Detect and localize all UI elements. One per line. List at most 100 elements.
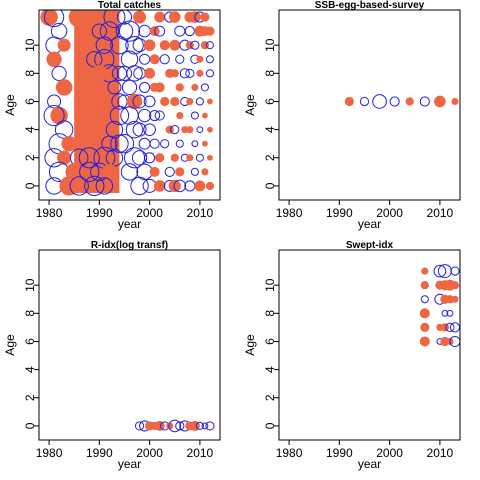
bubble-negative (120, 163, 139, 181)
bubble-positive (194, 180, 206, 192)
bubble-negative (433, 264, 447, 278)
bubble-negative (47, 94, 62, 109)
bubble-positive (175, 167, 185, 177)
bubble-negative (78, 147, 100, 169)
bubble-negative (120, 50, 139, 68)
bubble-positive (421, 267, 429, 275)
bubble-negative (190, 167, 199, 176)
bubble-negative (143, 123, 156, 136)
bubble-positive (57, 150, 72, 165)
bubble-negative (170, 125, 180, 135)
bubble-negative (201, 422, 209, 430)
bubble-negative (164, 166, 175, 177)
bubble-positive (191, 83, 199, 91)
bubble-negative (131, 150, 148, 166)
bubble-negative (173, 179, 187, 193)
bubble-negative (449, 322, 460, 333)
bubble-positive (165, 125, 174, 134)
bubble-negative (174, 25, 186, 37)
bubble-negative (185, 68, 195, 78)
y-tick-label: 4 (23, 126, 37, 133)
bubble-positive (101, 164, 118, 180)
bubble-negative (43, 10, 65, 28)
bubble-negative (125, 120, 144, 139)
bubble-negative (118, 20, 141, 42)
bubble-positive (61, 136, 77, 152)
bubble-positive (405, 97, 414, 106)
bubble-positive (176, 111, 184, 120)
bubble-positive (143, 39, 156, 51)
bubble-positive (207, 126, 213, 133)
y-tick-label: 8 (263, 310, 277, 317)
bubble-positive (154, 420, 165, 431)
bubble-positive (196, 69, 204, 77)
bubble-negative (437, 264, 452, 279)
bubble-positive (169, 39, 181, 51)
bubble-positive (207, 98, 213, 105)
bubble-positive (55, 79, 73, 96)
y-tick-label: 10 (23, 278, 37, 292)
bubble-positive (149, 166, 160, 177)
x-axis-label: year (358, 217, 381, 231)
bubble-negative (149, 138, 160, 149)
bubble-positive (202, 112, 208, 119)
bubble-positive (91, 65, 108, 82)
plot-area (419, 264, 460, 348)
bubble-positive (166, 422, 174, 430)
bubble-positive (186, 126, 194, 134)
bubble-negative (103, 10, 126, 29)
y-tick-label: 0 (263, 182, 277, 189)
bubble-positive (57, 38, 71, 52)
y-tick-label: 8 (23, 70, 37, 77)
bubble-negative (205, 69, 215, 78)
bubble-positive (185, 41, 194, 50)
bubble-negative (138, 137, 151, 150)
bubble-positive (154, 82, 165, 93)
bubble-negative (389, 96, 400, 107)
bubble-negative (184, 26, 195, 37)
y-tick-label: 8 (263, 70, 277, 77)
bubble-positive (175, 83, 184, 92)
bubble-positive (170, 69, 179, 78)
bubble-positive (186, 154, 194, 162)
panel-title: SSB-egg-based-survey (315, 0, 425, 11)
bubble-negative (137, 108, 152, 123)
bubble-negative (110, 35, 129, 55)
y-tick-label: 2 (23, 394, 37, 401)
bubble-positive (434, 95, 446, 108)
bubble-negative (149, 110, 161, 122)
y-tick-label: 0 (263, 422, 277, 429)
bubble-negative (191, 140, 199, 148)
bubble-positive (201, 168, 209, 176)
y-tick-label: 0 (23, 182, 37, 189)
x-tick-label: 1990 (326, 206, 353, 220)
bubble-negative (446, 309, 454, 317)
plot-frame (38, 249, 221, 441)
bubble-negative (134, 421, 145, 431)
bubble-negative (139, 81, 151, 93)
panel-title: Swept-idx (346, 240, 394, 251)
x-axis-label: year (118, 457, 141, 471)
bubble-negative (205, 421, 215, 431)
bubble-positive (155, 153, 165, 163)
bubble-negative (175, 421, 185, 431)
x-tick-label: 2010 (187, 446, 214, 460)
bubble-positive (207, 154, 213, 161)
bubble-positive (186, 97, 194, 106)
bubble-negative (143, 95, 156, 108)
bubble-negative (168, 419, 182, 433)
bubble-negative (105, 149, 124, 167)
panel-3: 1980 1990 2000 2010 0 2 4 6 8 10 R-idx(log transf)… (3, 240, 221, 471)
bubble-negative (195, 153, 204, 162)
bubble-negative (132, 122, 147, 137)
plot-area (134, 419, 215, 433)
bubble-positive (445, 295, 455, 304)
plot-frame (278, 249, 461, 441)
bubble-positive (91, 135, 108, 152)
bubble-negative (133, 67, 146, 80)
bubble-positive (154, 11, 166, 23)
y-tick-label: 6 (263, 338, 277, 345)
bubble-negative (132, 94, 147, 109)
bubble-positive (440, 336, 450, 347)
x-tick-label: 1990 (86, 446, 113, 460)
